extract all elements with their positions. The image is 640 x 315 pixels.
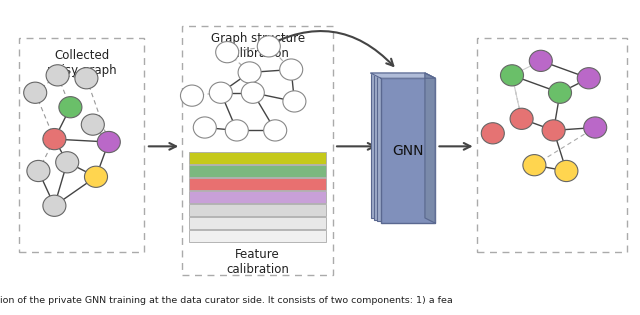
Ellipse shape [264, 120, 287, 141]
Ellipse shape [577, 68, 600, 89]
Ellipse shape [283, 91, 306, 112]
Text: GNN: GNN [392, 144, 424, 158]
Ellipse shape [75, 68, 98, 89]
Ellipse shape [555, 160, 578, 181]
Bar [189, 204, 326, 216]
Ellipse shape [180, 85, 204, 106]
Ellipse shape [523, 155, 546, 176]
Ellipse shape [238, 62, 261, 83]
Ellipse shape [481, 123, 504, 144]
Ellipse shape [500, 65, 524, 86]
Bar [374, 75, 428, 220]
Ellipse shape [280, 59, 303, 80]
Text: Collected
noisy graph: Collected noisy graph [47, 49, 116, 77]
Ellipse shape [225, 120, 248, 141]
Bar [381, 78, 435, 223]
Bar [182, 26, 333, 275]
Bar [189, 178, 326, 190]
Ellipse shape [542, 120, 565, 141]
Ellipse shape [529, 50, 552, 72]
Ellipse shape [81, 114, 104, 135]
Ellipse shape [216, 42, 239, 63]
Ellipse shape [209, 82, 232, 103]
Polygon shape [371, 73, 435, 78]
Bar [189, 230, 326, 242]
Text: Feature
calibration: Feature calibration [226, 248, 289, 276]
Ellipse shape [257, 36, 280, 57]
Bar [477, 38, 627, 252]
Bar [378, 77, 432, 221]
Bar [189, 152, 326, 164]
Ellipse shape [584, 117, 607, 138]
Ellipse shape [24, 82, 47, 103]
Ellipse shape [46, 65, 69, 86]
Ellipse shape [97, 131, 120, 152]
Ellipse shape [43, 195, 66, 216]
Ellipse shape [548, 82, 572, 103]
Ellipse shape [510, 108, 533, 129]
Ellipse shape [27, 160, 50, 181]
Text: ion of the private GNN training at the data curator side. It consists of two com: ion of the private GNN training at the d… [0, 295, 452, 305]
Ellipse shape [84, 166, 108, 187]
Bar [189, 217, 326, 229]
Bar [371, 73, 425, 218]
Ellipse shape [43, 129, 66, 150]
Ellipse shape [59, 97, 82, 118]
Ellipse shape [193, 117, 216, 138]
Bar [19, 38, 144, 252]
Ellipse shape [241, 82, 264, 103]
Bar [189, 191, 326, 203]
Polygon shape [425, 73, 435, 223]
Ellipse shape [56, 152, 79, 173]
Text: Graph structure
calibration: Graph structure calibration [211, 32, 305, 60]
Bar [189, 165, 326, 177]
